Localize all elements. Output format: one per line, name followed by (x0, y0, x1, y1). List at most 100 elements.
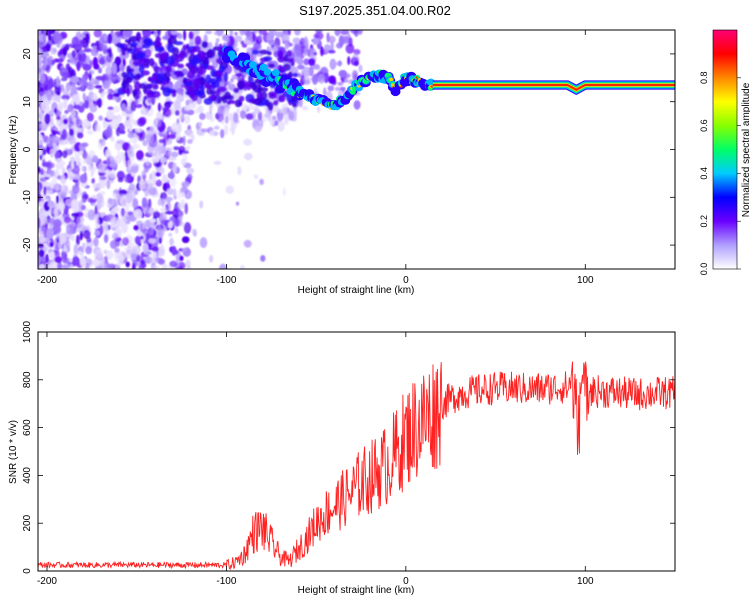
heatmap-cell (62, 150, 68, 159)
heatmap-x-tick-label: 0 (403, 275, 409, 286)
heatmap-cell (302, 106, 308, 111)
heatmap-cell (220, 129, 225, 139)
heatmap-cell (273, 99, 279, 106)
heatmap-cell (162, 135, 167, 147)
heatmap-cell (119, 43, 125, 50)
heatmap-cell (82, 242, 86, 250)
heatmap-cell (160, 192, 168, 200)
heatmap-cell (142, 221, 147, 229)
heatmap-cell (106, 178, 111, 190)
heatmap-cell (203, 34, 208, 44)
heatmap-cell (203, 63, 208, 69)
heatmap-cell (122, 237, 130, 246)
heatmap-cell (93, 63, 100, 70)
heatmap-cell (283, 63, 292, 71)
heatmap-cell (94, 230, 101, 237)
heatmap-cell (54, 256, 63, 263)
heatmap-cell (209, 89, 216, 96)
heatmap-cell (245, 80, 253, 91)
heatmap-cell (46, 228, 55, 239)
heatmap-cell (338, 60, 342, 67)
heatmap-cell (127, 211, 133, 216)
heatmap-cell (211, 80, 220, 89)
heatmap-cell (111, 62, 117, 75)
heatmap-cell (342, 73, 351, 79)
heatmap-cell (121, 87, 129, 94)
heatmap-cell (82, 64, 92, 71)
heatmap-cell (148, 149, 152, 155)
heatmap-cell (152, 175, 157, 186)
heatmap-cell (60, 191, 67, 199)
heatmap-cell (253, 43, 262, 48)
heatmap-cell (63, 98, 68, 109)
heatmap-cell (200, 76, 205, 86)
heatmap-cell (55, 58, 64, 63)
heatmap-cell (112, 105, 121, 113)
heatmap-cell (120, 196, 126, 208)
snr-y-label: SNR (10 * v/v) (8, 420, 19, 484)
heatmap-cell (81, 142, 89, 148)
heatmap-cell (152, 83, 159, 90)
heatmap-cell (82, 193, 89, 200)
heatmap-cell (161, 178, 170, 183)
heatmap-cell (98, 58, 106, 65)
heatmap-cell (169, 237, 174, 246)
heatmap-cell (117, 122, 125, 135)
heatmap-cell (277, 120, 285, 132)
heatmap-cell (72, 184, 80, 195)
heatmap-cell (99, 178, 107, 189)
heatmap-cell (113, 189, 120, 195)
heatmap-cell (82, 229, 91, 239)
heatmap-cell (124, 150, 128, 162)
heatmap-cell (79, 174, 88, 184)
heatmap-cell (82, 96, 91, 103)
heatmap-cell (188, 168, 193, 173)
heatmap-cell (67, 104, 74, 113)
heatmap-cell (133, 224, 139, 231)
heatmap-cell (237, 166, 242, 176)
heatmap-cell (209, 102, 213, 115)
heatmap-cell (103, 55, 113, 67)
heatmap-cell (103, 249, 108, 255)
ridge-cell (271, 69, 280, 77)
heatmap-cell (182, 44, 188, 51)
ridge-cell (263, 68, 272, 76)
heatmap-cell (38, 184, 41, 196)
heatmap-cell (145, 108, 150, 116)
heatmap-cell (199, 200, 204, 209)
heatmap-cell (357, 30, 363, 35)
heatmap-cell (270, 47, 279, 52)
heatmap-cell (239, 109, 247, 119)
heatmap-cell (192, 30, 200, 36)
heatmap-cell (132, 89, 138, 97)
heatmap-cell (102, 80, 109, 90)
heatmap-cell (73, 243, 78, 255)
heatmap-cell (229, 30, 234, 36)
heatmap-cell (142, 243, 149, 253)
heatmap-cell (203, 97, 213, 105)
heatmap-cell (181, 158, 186, 166)
heatmap-cell (179, 50, 186, 57)
heatmap-cell (231, 125, 235, 136)
heatmap-y-axis: -20 -10 0 10 20 (22, 48, 675, 252)
heatmap-cell (158, 237, 162, 245)
heatmap-cell (221, 120, 225, 125)
heatmap-cell (75, 118, 80, 123)
heatmap-cell (171, 122, 179, 133)
heatmap-cell (106, 197, 114, 208)
heatmap-cell (66, 223, 75, 235)
heatmap-cell (110, 216, 119, 229)
heatmap-cell (235, 47, 239, 52)
heatmap-cell (129, 122, 133, 132)
heatmap-cell (130, 100, 137, 112)
heatmap-cell (60, 71, 70, 78)
heatmap-cell (244, 36, 254, 45)
heatmap-cell (122, 47, 133, 52)
heatmap-cell (167, 156, 177, 161)
snr-y-tick-label: 200 (22, 514, 33, 531)
heatmap-cell (127, 118, 135, 123)
heatmap-cell (294, 44, 303, 56)
heatmap-cell (121, 154, 126, 162)
heatmap-cell (170, 169, 174, 180)
heatmap-cell (199, 112, 206, 120)
